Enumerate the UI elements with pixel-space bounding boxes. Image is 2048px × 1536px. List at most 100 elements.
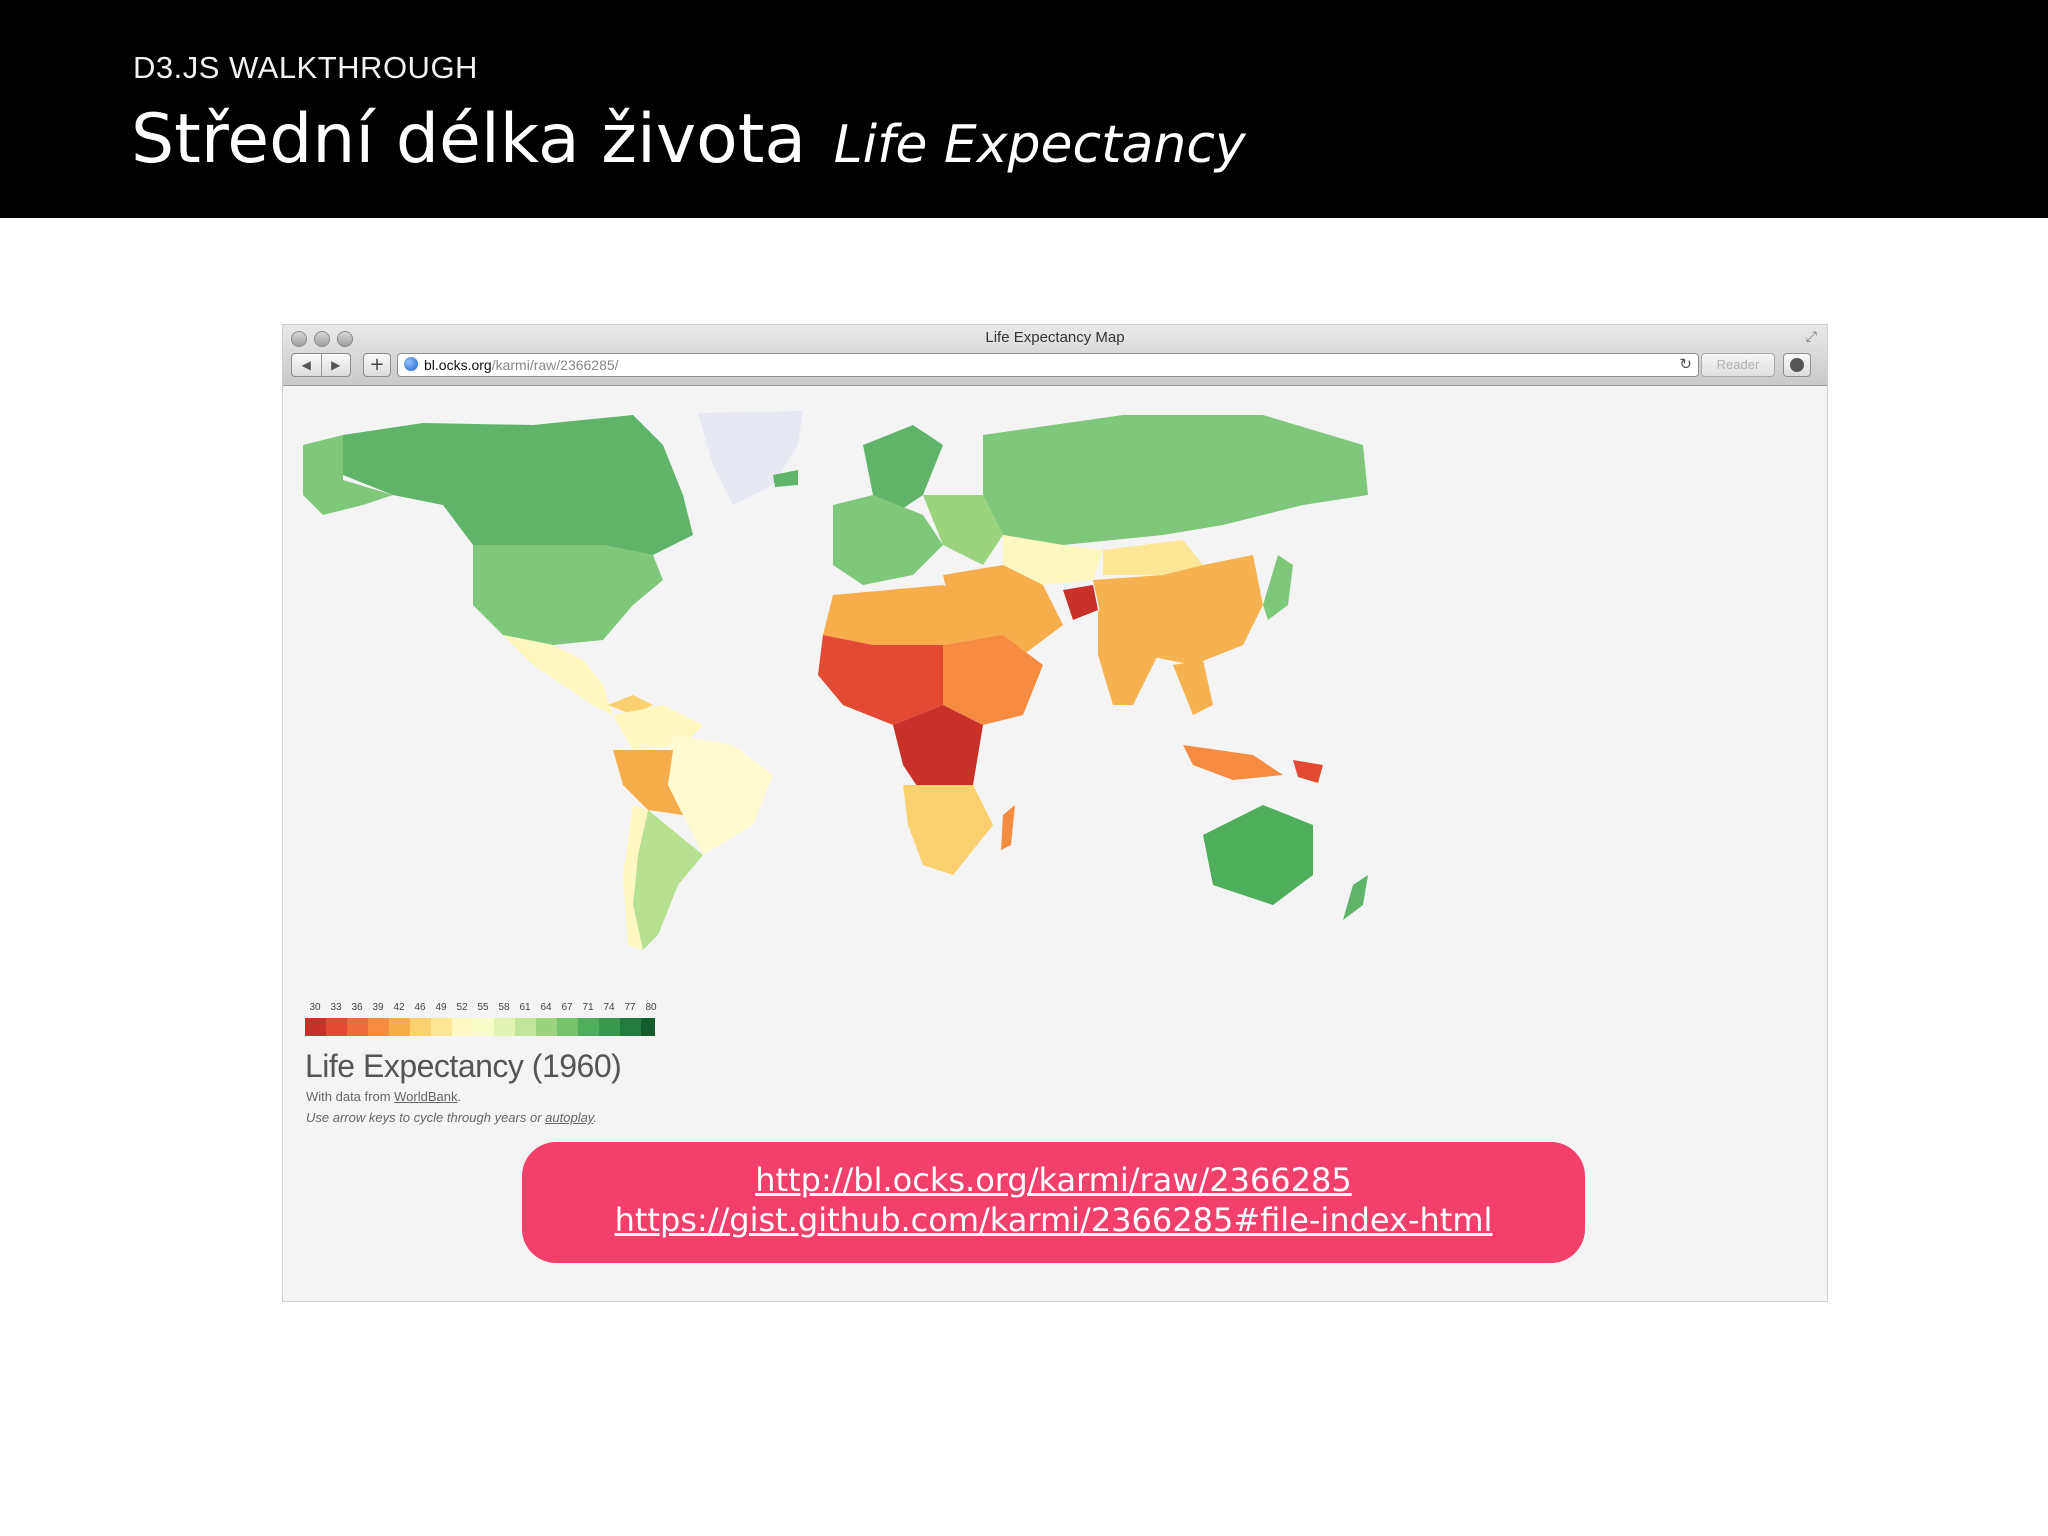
- slide-header: D3.JS WALKTHROUGH Střední délka života L…: [0, 0, 2048, 218]
- slide-title: Střední délka života Life Expectancy: [131, 100, 1246, 179]
- legend-swatch: [347, 1018, 368, 1036]
- legend-label: 30: [309, 1002, 321, 1013]
- legend-swatch: [452, 1018, 473, 1036]
- legend-swatch: [305, 1018, 326, 1036]
- address-bar[interactable]: bl.ocks.org/karmi/raw/2366285/ ↻: [397, 353, 1699, 377]
- slide-title-subtitle: Life Expectancy: [833, 115, 1246, 175]
- legend-label: 52: [456, 1002, 468, 1013]
- legend-swatch: [599, 1018, 620, 1036]
- gist-link[interactable]: https://gist.github.com/karmi/2366285#fi…: [614, 1201, 1493, 1239]
- reload-icon[interactable]: ↻: [1679, 355, 1692, 373]
- map-title: Life Expectancy (1960): [305, 1048, 622, 1084]
- legend-label: 46: [414, 1002, 426, 1013]
- legend-swatch: [431, 1018, 452, 1036]
- map-scandinavia[interactable]: [863, 425, 943, 515]
- map-southeast-asia[interactable]: [1173, 660, 1213, 715]
- url-path: /karmi/raw/2366285/: [491, 357, 619, 373]
- map-usa[interactable]: [473, 545, 663, 645]
- legend-label: 80: [645, 1002, 657, 1013]
- window-title: Life Expectancy Map: [985, 329, 1125, 346]
- legend-swatch: [620, 1018, 641, 1036]
- legend-label: 36: [351, 1002, 363, 1013]
- legend-swatch: [389, 1018, 410, 1036]
- legend-label: 58: [498, 1002, 510, 1013]
- legend-swatch: [494, 1018, 515, 1036]
- map-hint: Use arrow keys to cycle through years or…: [306, 1110, 597, 1125]
- zoom-window-icon[interactable]: [337, 331, 353, 347]
- map-iceland[interactable]: [773, 470, 798, 487]
- links-callout: http://bl.ocks.org/karmi/raw/2366285 htt…: [522, 1142, 1585, 1263]
- map-afghanistan[interactable]: [1063, 585, 1098, 620]
- hint-prefix: Use arrow keys to cycle through years or: [306, 1110, 546, 1125]
- legend-label: 33: [330, 1002, 342, 1013]
- download-icon: [1790, 358, 1804, 372]
- legend-label: 67: [561, 1002, 573, 1013]
- map-greenland[interactable]: [698, 411, 803, 505]
- browser-window: Life Expectancy Map ⤢ ◀ ▶ + bl.ocks.org/…: [282, 324, 1828, 1302]
- slide-title-main: Střední délka života: [131, 100, 807, 179]
- legend-swatches: [305, 1018, 655, 1036]
- map-eastern-europe[interactable]: [923, 495, 1003, 565]
- map-east-africa[interactable]: [943, 635, 1043, 725]
- legend-swatch: [326, 1018, 347, 1036]
- map-mongolia[interactable]: [1103, 540, 1203, 575]
- slide-kicker: D3.JS WALKTHROUGH: [133, 50, 478, 85]
- legend-swatch: [641, 1018, 655, 1036]
- map-southern-africa[interactable]: [903, 785, 993, 875]
- add-bookmark-button[interactable]: +: [363, 353, 391, 377]
- autoplay-link[interactable]: autoplay: [545, 1110, 594, 1125]
- map-png[interactable]: [1293, 760, 1323, 783]
- back-button[interactable]: ◀: [301, 358, 311, 372]
- map-indonesia[interactable]: [1183, 745, 1283, 780]
- legend-swatch: [368, 1018, 389, 1036]
- map-alaska[interactable]: [303, 435, 393, 515]
- legend-label: 42: [393, 1002, 405, 1013]
- legend-label: 71: [582, 1002, 594, 1013]
- legend-label: 55: [477, 1002, 489, 1013]
- globe-icon: [404, 357, 418, 371]
- legend-label: 74: [603, 1002, 615, 1013]
- legend-swatch: [515, 1018, 536, 1036]
- map-central-africa[interactable]: [893, 705, 983, 795]
- map-peru-bolivia[interactable]: [613, 750, 683, 815]
- legend-label: 49: [435, 1002, 447, 1013]
- forward-button[interactable]: ▶: [320, 354, 351, 376]
- minimize-window-icon[interactable]: [314, 331, 330, 347]
- reader-button[interactable]: Reader: [1701, 353, 1775, 377]
- url-host: bl.ocks.org: [424, 357, 492, 373]
- map-western-europe[interactable]: [833, 495, 943, 585]
- map-canada[interactable]: [343, 415, 693, 555]
- map-japan[interactable]: [1263, 555, 1293, 620]
- back-forward-buttons: ◀ ▶: [291, 353, 351, 377]
- url-text: bl.ocks.org/karmi/raw/2366285/: [424, 357, 619, 373]
- downloads-button[interactable]: [1783, 353, 1811, 377]
- map-australia[interactable]: [1203, 805, 1313, 905]
- map-new-zealand[interactable]: [1343, 875, 1368, 920]
- map-madagascar[interactable]: [1001, 805, 1015, 850]
- map-brazil[interactable]: [663, 735, 773, 855]
- legend-swatch: [473, 1018, 494, 1036]
- hint-suffix: .: [593, 1110, 597, 1125]
- map-mexico[interactable]: [503, 635, 613, 715]
- credit-prefix: With data from: [306, 1089, 395, 1104]
- legend-label: 61: [519, 1002, 531, 1013]
- map-chile[interactable]: [623, 805, 648, 950]
- legend-swatch: [410, 1018, 431, 1036]
- map-west-africa[interactable]: [818, 635, 943, 725]
- worldbank-link[interactable]: WorldBank: [394, 1089, 458, 1104]
- legend-swatch: [557, 1018, 578, 1036]
- map-india[interactable]: [1098, 610, 1163, 705]
- legend-label: 64: [540, 1002, 552, 1013]
- fullscreen-icon[interactable]: ⤢: [1805, 329, 1817, 345]
- map-russia[interactable]: [983, 415, 1368, 545]
- legend-label: 77: [624, 1002, 636, 1013]
- world-map[interactable]: [303, 405, 1423, 965]
- legend-label: 39: [372, 1002, 384, 1013]
- map-argentina[interactable]: [633, 810, 703, 950]
- bl-ocks-link[interactable]: http://bl.ocks.org/karmi/raw/2366285: [755, 1161, 1352, 1199]
- map-central-asia[interactable]: [1003, 535, 1103, 585]
- close-window-icon[interactable]: [291, 331, 307, 347]
- map-credit: With data from WorldBank.: [306, 1089, 461, 1104]
- map-north-africa[interactable]: [823, 585, 1003, 645]
- browser-toolbar: Life Expectancy Map ⤢ ◀ ▶ + bl.ocks.org/…: [283, 325, 1827, 386]
